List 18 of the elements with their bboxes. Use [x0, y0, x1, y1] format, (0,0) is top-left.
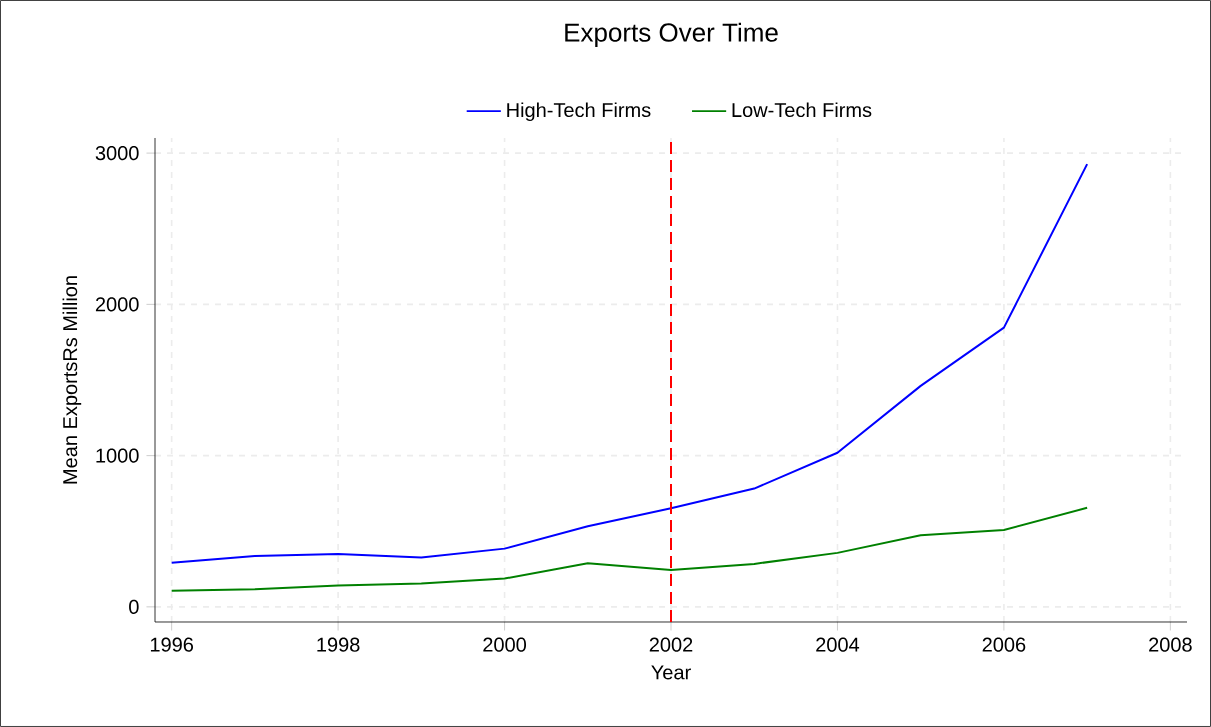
legend-label: High-Tech Firms	[507, 102, 651, 122]
x-tick-label: 2000	[483, 637, 527, 652]
legend-label: Low-Tech Firms	[732, 102, 872, 118]
y-axis-title: Mean ExportsRs Million	[62, 276, 82, 484]
y-tick-label: 3000	[95, 146, 139, 161]
y-tick-label: 1000	[96, 448, 139, 463]
y-tick-label: 2000	[95, 297, 139, 312]
chart-title: Exports Over Time	[565, 22, 778, 47]
x-axis-title: Year	[651, 665, 691, 680]
x-tick-label: 2004	[816, 637, 860, 652]
line-series	[170, 163, 1089, 564]
x-tick-label: 1996	[150, 637, 194, 652]
x-tick-label: 2006	[982, 637, 1026, 652]
x-tick-label: 2008	[1149, 637, 1192, 652]
line-series	[170, 506, 1089, 592]
y-tick-label: 0	[129, 599, 139, 614]
x-tick-label: 1998	[317, 637, 360, 652]
x-tick-label: 2002	[649, 637, 693, 652]
